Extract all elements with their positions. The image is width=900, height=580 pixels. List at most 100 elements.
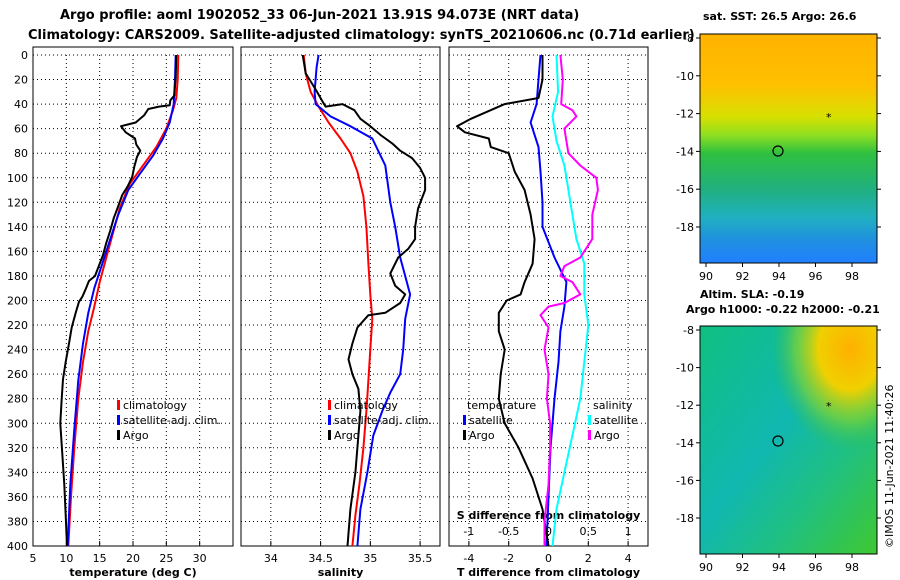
map-x-tick-label: 94 [772, 270, 786, 283]
map-x-tick-label: 98 [845, 561, 859, 574]
x-tick-label: 25 [159, 552, 173, 565]
legend-label-salinity-satellite: satellite [594, 414, 638, 427]
map-x-tick-label: 90 [699, 561, 713, 574]
sla-map-title-1: Altim. SLA: -0.19 [700, 288, 804, 301]
map-y-tick-label: -10 [676, 362, 694, 375]
map-y-tick-label: -12 [676, 399, 694, 412]
series-line-argo [59, 54, 178, 547]
series-line-argo [301, 54, 427, 547]
x-tick-label: 34.5 [308, 552, 333, 565]
map-y-tick-label: -10 [676, 70, 694, 83]
legend-title-salinity: salinity [593, 399, 633, 412]
x-tick-label: 20 [126, 552, 140, 565]
x-tick-label: 2 [585, 552, 592, 565]
legend-title-temperature: temperature [467, 399, 536, 412]
x-tick-label: 35 [363, 552, 377, 565]
depth-tick-label: 100 [7, 172, 28, 185]
map-y-tick-label: -16 [676, 474, 694, 487]
x-tick-label: 15 [93, 552, 107, 565]
map-y-tick-label: -14 [676, 145, 694, 158]
depth-tick-label: 160 [7, 245, 28, 258]
x-tick-label: 35.5 [408, 552, 433, 565]
legend-swatch-salinity-argo [588, 430, 591, 440]
x2-tick-label: -0.5 [498, 525, 519, 538]
depth-tick-label: 140 [7, 221, 28, 234]
map-x-tick-label: 90 [699, 270, 713, 283]
map-x-tick-label: 96 [809, 561, 823, 574]
legend-label-argo: Argo [334, 429, 360, 442]
salinity-panel: 34 34.5 35 35.5 salinity [240, 46, 441, 579]
depth-tick-label: 280 [7, 393, 28, 406]
x2-tick-label: 1 [625, 525, 632, 538]
map-x-tick-label: 96 [809, 270, 823, 283]
temperature-legend: climatology satellite-adj. clim. Argo [117, 399, 221, 442]
legend-label-satellite: satellite-adj. clim. [334, 414, 432, 427]
legend-label-argo: Argo [123, 429, 149, 442]
x-tick-label: 0 [545, 552, 552, 565]
difference-legend: temperature satellite Argo salinity sate… [463, 399, 638, 442]
depth-tick-label: 300 [7, 417, 28, 430]
depth-tick-label: 220 [7, 319, 28, 332]
argo-location-marker [772, 435, 784, 447]
x-axis-label: T difference from climatology [457, 566, 640, 579]
depth-tick-label: 240 [7, 344, 28, 357]
depth-tick-label: 340 [7, 466, 28, 479]
title-line-1: Argo profile: aoml 1902052_33 06-Jun-202… [60, 8, 579, 23]
legend-swatch-climatology [117, 400, 120, 410]
depth-tick-label: 180 [7, 270, 28, 283]
map-y-tick-label: -14 [676, 437, 694, 450]
float-track-marker: * [826, 400, 832, 413]
series-line-satellite-adj-clim- [313, 54, 412, 547]
depth-tick-label: 120 [7, 196, 28, 209]
x2-tick-label: 0 [545, 525, 552, 538]
x2-tick-label: 0.5 [580, 525, 598, 538]
sst-map-axes: -8 -10 -12 -14 -16 -18 90 92 94 96 98 [676, 32, 881, 283]
x-axis-label: salinity [318, 566, 364, 579]
x-axis-label: temperature (deg C) [69, 566, 196, 579]
legend-swatch-salinity-satellite [588, 415, 591, 425]
series-line-temperature-argo [456, 55, 550, 547]
x-tick-label: 34 [264, 552, 278, 565]
legend-label-satellite: satellite-adj. clim. [123, 414, 221, 427]
salinity-legend: climatology satellite-adj. clim. Argo [328, 399, 432, 442]
sla-field-high [700, 326, 877, 554]
depth-tick-label: 380 [7, 515, 28, 528]
map-x-tick-label: 98 [845, 270, 859, 283]
x-tick-label: 10 [59, 552, 73, 565]
sst-map-title: sat. SST: 26.5 Argo: 26.6 [703, 10, 857, 23]
legend-label-climatology: climatology [334, 399, 398, 412]
map-x-tick-label: 92 [736, 270, 750, 283]
x-tick-label: -4 [463, 552, 474, 565]
map-x-tick-label: 94 [772, 561, 786, 574]
sla-map-title-2: Argo h1000: -0.22 h2000: -0.21 [686, 303, 880, 316]
depth-tick-label: 20 [14, 74, 28, 87]
copyright-stamp: ©IMOS 11-Jun-2021 11:40:26 [883, 384, 896, 548]
depth-tick-label: 360 [7, 491, 28, 504]
depth-tick-label: 400 [7, 540, 28, 553]
depth-tick-label: 0 [21, 49, 28, 62]
sst-map-frame [699, 33, 878, 264]
map-y-tick-label: -18 [676, 512, 694, 525]
series-line-satellite-adj-clim- [66, 54, 177, 547]
title-line-2: Climatology: CARS2009. Satellite-adjuste… [28, 28, 695, 43]
x2-tick-label: -1 [463, 525, 474, 538]
sst-map: * [699, 33, 878, 264]
float-track-marker: * [826, 111, 832, 124]
depth-tick-label: 260 [7, 368, 28, 381]
depth-tick-label: 40 [14, 98, 28, 111]
legend-swatch-temperature-argo [463, 430, 466, 440]
map-y-tick-label: -12 [676, 108, 694, 121]
depth-tick-label: 320 [7, 442, 28, 455]
sla-map-frame [699, 325, 878, 555]
legend-label-climatology: climatology [123, 399, 187, 412]
sla-map-axes: -8 -10 -12 -14 -16 -18 90 92 94 96 98 [676, 324, 881, 574]
map-y-tick-label: -16 [676, 183, 694, 196]
map-y-tick-label: -8 [683, 32, 694, 45]
legend-swatch-temperature-satellite [463, 415, 466, 425]
map-x-tick-label: 92 [736, 561, 750, 574]
depth-tick-label: 60 [14, 123, 28, 136]
map-y-tick-label: -8 [683, 324, 694, 337]
legend-swatch-satellite [328, 415, 331, 425]
